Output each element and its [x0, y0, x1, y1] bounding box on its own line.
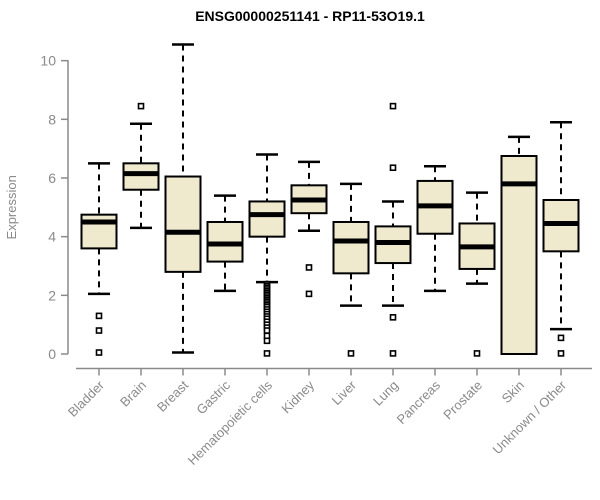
outlier-lung — [389, 350, 397, 357]
outlier-hematopoietic-cells — [263, 327, 271, 334]
x-axis-label-gastric: Gastric — [193, 377, 233, 417]
x-axis-label-breast: Breast — [154, 377, 191, 414]
outlier-bladder — [95, 349, 103, 356]
y-axis-title: Expression — [4, 175, 19, 239]
outlier-kidney — [305, 290, 313, 298]
outlier-unknown-other — [557, 334, 565, 342]
x-axis-label-prostate: Prostate — [440, 378, 485, 423]
y-axis-tick-label: 10 — [40, 53, 56, 69]
outlier-lung — [389, 102, 397, 110]
y-axis-tick-label: 0 — [48, 346, 56, 362]
box-skin — [500, 154, 538, 355]
x-axis-label-liver: Liver — [329, 377, 360, 408]
x-axis-label-bladder: Bladder — [65, 377, 108, 420]
x-axis-label-kidney: Kidney — [278, 377, 317, 416]
y-axis-tick-label: 6 — [48, 170, 56, 186]
outlier-liver — [347, 350, 355, 357]
box-breast — [164, 175, 202, 273]
chart-title: ENSG00000251141 - RP11-53O19.1 — [195, 8, 425, 24]
x-axis-label-skin: Skin — [499, 378, 527, 406]
x-axis-label-pancreas: Pancreas — [394, 377, 444, 427]
x-axis-label-unknown-other: Unknown / Other — [490, 377, 570, 457]
outlier-hematopoietic-cells — [263, 337, 271, 345]
y-axis-tick-label: 8 — [48, 111, 56, 127]
x-axis-label-brain: Brain — [117, 378, 149, 410]
y-axis-tick-label: 2 — [48, 287, 56, 303]
outlier-bladder — [95, 327, 103, 334]
x-axis-label-lung: Lung — [370, 378, 401, 409]
outlier-lung — [389, 314, 397, 321]
box-liver — [332, 220, 370, 275]
outlier-kidney — [305, 264, 313, 271]
outlier-unknown-other — [557, 350, 565, 357]
y-axis-tick-label: 4 — [48, 229, 56, 245]
outlier-prostate — [473, 350, 481, 357]
outlier-hematopoietic-cells — [263, 350, 271, 357]
outlier-bladder — [95, 312, 103, 320]
outlier-brain — [137, 102, 145, 110]
box-hematopoietic-cells — [248, 200, 286, 238]
outlier-lung — [389, 164, 397, 172]
box-brain — [122, 162, 160, 191]
